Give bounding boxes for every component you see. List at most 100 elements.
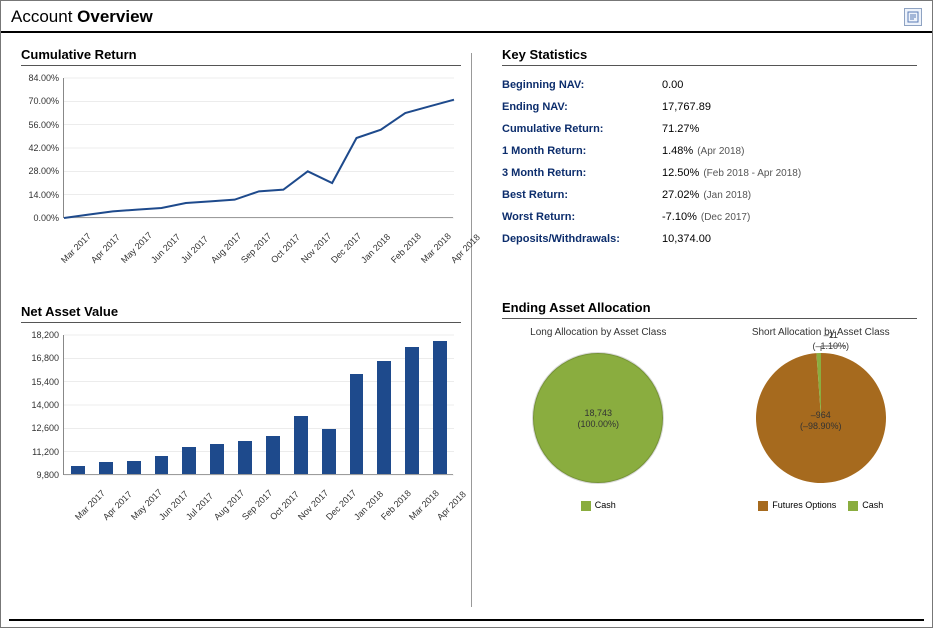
keystat-note: (Dec 2017) <box>701 212 750 223</box>
y-tick: 15,400 <box>21 377 59 387</box>
keystat-note: (Apr 2018) <box>697 146 744 157</box>
header: Account Overview <box>1 1 932 33</box>
content: Cumulative Return 0.00% 14.00% 28.00% 42.00… <box>1 33 932 627</box>
keystat-value: 71.27% <box>662 123 699 135</box>
legend-label: Futures Options <box>772 500 836 510</box>
long-legend: Cash <box>502 500 695 511</box>
legend-label: Cash <box>595 500 616 510</box>
keystat-label: Ending NAV: <box>502 101 662 113</box>
x-label: Jul 2017 <box>179 234 210 265</box>
bar <box>238 441 252 474</box>
keystat-value: -7.10% <box>662 211 697 223</box>
keystat-note: (Jan 2018) <box>703 190 751 201</box>
bar <box>350 374 364 474</box>
y-tick: 14.00% <box>21 190 59 200</box>
keystat-note: (Feb 2018 - Apr 2018) <box>703 168 801 179</box>
keystat-value: 17,767.89 <box>662 101 711 113</box>
x-label: Apr 2017 <box>89 232 122 265</box>
report-icon[interactable] <box>904 8 922 26</box>
y-tick: 28.00% <box>21 166 59 176</box>
y-tick: 70.00% <box>21 96 59 106</box>
keystat-value: 0.00 <box>662 79 683 91</box>
keystat-row: Worst Return:-7.10% (Dec 2017) <box>502 206 917 228</box>
bar <box>322 429 336 474</box>
alloc-pies: Long Allocation by Asset Class 18,743(10… <box>502 327 917 511</box>
page-title: Account Overview <box>11 7 153 27</box>
legend-swatch <box>758 501 768 511</box>
bar <box>182 447 196 474</box>
legend-item: Cash <box>581 500 616 511</box>
short-pie-col: Short Allocation by Asset Class –964(–98… <box>725 327 918 511</box>
cumret-chart: 0.00% 14.00% 28.00% 42.00% 56.00% 70.00% 84.00… <box>21 74 461 274</box>
x-label: Mar 2017 <box>73 488 107 522</box>
y-tick: 11,200 <box>21 447 59 457</box>
keystat-label: 3 Month Return: <box>502 167 662 179</box>
nav-chart: 9,800 11,200 12,600 14,000 15,400 16,800 18,20… <box>21 331 461 531</box>
y-tick: 9,800 <box>21 470 59 480</box>
y-tick: 84.00% <box>21 73 59 83</box>
keystat-label: Deposits/Withdrawals: <box>502 233 662 245</box>
keystat-row: 1 Month Return:1.48% (Apr 2018) <box>502 140 917 162</box>
keystat-label: Best Return: <box>502 189 662 201</box>
y-tick: 14,000 <box>21 400 59 410</box>
x-label: Oct 2017 <box>269 232 302 265</box>
long-pie-col: Long Allocation by Asset Class 18,743(10… <box>502 327 695 511</box>
keystat-row: 3 Month Return:12.50% (Feb 2018 - Apr 201… <box>502 162 917 184</box>
x-label: Nov 2017 <box>299 231 333 265</box>
bar <box>294 416 308 474</box>
keystat-row: Best Return:27.02%(Jan 2018) <box>502 184 917 206</box>
bar <box>155 456 169 474</box>
keystat-row: Ending NAV:17,767.89 <box>502 96 917 118</box>
keystat-value: 1.48% <box>662 145 693 157</box>
x-label: Mar 2018 <box>419 231 453 265</box>
keystat-value: 10,374.00 <box>662 233 711 245</box>
bar <box>377 361 391 474</box>
y-tick: 42.00% <box>21 143 59 153</box>
long-pie: 18,743(100.00%) <box>528 348 668 488</box>
x-label: Mar 2017 <box>59 231 93 265</box>
y-tick: 12,600 <box>21 423 59 433</box>
nav-title: Net Asset Value <box>21 304 461 323</box>
x-label: Aug 2017 <box>209 231 243 265</box>
x-label: Dec 2017 <box>329 231 363 265</box>
legend-item: Cash <box>848 500 883 511</box>
right-col: Key Statistics Beginning NAV:0.00Ending … <box>472 33 932 627</box>
y-tick: 18,200 <box>21 330 59 340</box>
legend-item: Futures Options <box>758 500 836 511</box>
page: Account Overview Cumulative Return 0.00%… <box>0 0 933 628</box>
legend-swatch <box>581 501 591 511</box>
legend-label: Cash <box>862 500 883 510</box>
x-label: May 2017 <box>119 230 154 265</box>
bar <box>71 466 85 474</box>
y-tick: 16,800 <box>21 353 59 363</box>
keystat-value: 12.50% <box>662 167 699 179</box>
bar <box>266 436 280 474</box>
short-pie: –964(–98.90%) –11(–1.10%) <box>751 348 891 488</box>
alloc-title: Ending Asset Allocation <box>502 300 917 319</box>
keystats-table: Beginning NAV:0.00Ending NAV:17,767.89Cu… <box>502 74 917 250</box>
cumret-plot <box>63 78 453 218</box>
long-pie-center: 18,743(100.00%) <box>528 408 668 430</box>
bar <box>405 347 419 474</box>
bar <box>99 462 113 474</box>
keystat-label: 1 Month Return: <box>502 145 662 157</box>
keystat-label: Worst Return: <box>502 211 662 223</box>
y-tick: 0.00% <box>21 213 59 223</box>
long-pie-title: Long Allocation by Asset Class <box>502 327 695 338</box>
keystat-label: Cumulative Return: <box>502 123 662 135</box>
short-legend: Futures Options Cash <box>725 500 918 511</box>
left-col: Cumulative Return 0.00% 14.00% 28.00% 42.00… <box>1 33 471 627</box>
y-tick: 56.00% <box>21 120 59 130</box>
cumret-title: Cumulative Return <box>21 47 461 66</box>
nav-plot <box>63 335 453 475</box>
x-label: Feb 2018 <box>389 231 423 265</box>
bar <box>210 444 224 474</box>
keystat-row: Cumulative Return:71.27% <box>502 118 917 140</box>
keystat-row: Beginning NAV:0.00 <box>502 74 917 96</box>
x-label: Jan 2018 <box>359 232 392 265</box>
keystat-label: Beginning NAV: <box>502 79 662 91</box>
legend-swatch <box>848 501 858 511</box>
bar <box>433 341 447 474</box>
x-label: Sep 2017 <box>239 231 273 265</box>
keystat-row: Deposits/Withdrawals:10,374.00 <box>502 228 917 250</box>
